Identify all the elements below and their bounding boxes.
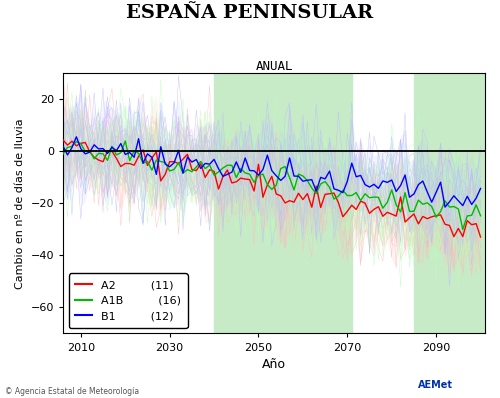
X-axis label: Año: Año (262, 358, 286, 371)
Bar (214, 73, 352, 334)
Legend: A2          (11), A1B          (16), B1          (12): A2 (11), A1B (16), B1 (12) (68, 273, 188, 328)
Text: ESPAÑA PENINSULAR: ESPAÑA PENINSULAR (126, 4, 374, 22)
Title: ANUAL: ANUAL (256, 60, 293, 73)
Text: AEMet: AEMet (418, 380, 452, 390)
Bar (414, 73, 485, 334)
Text: © Agencia Estatal de Meteorología: © Agencia Estatal de Meteorología (5, 387, 139, 396)
Y-axis label: Cambio en nº de días de lluvia: Cambio en nº de días de lluvia (15, 118, 25, 289)
